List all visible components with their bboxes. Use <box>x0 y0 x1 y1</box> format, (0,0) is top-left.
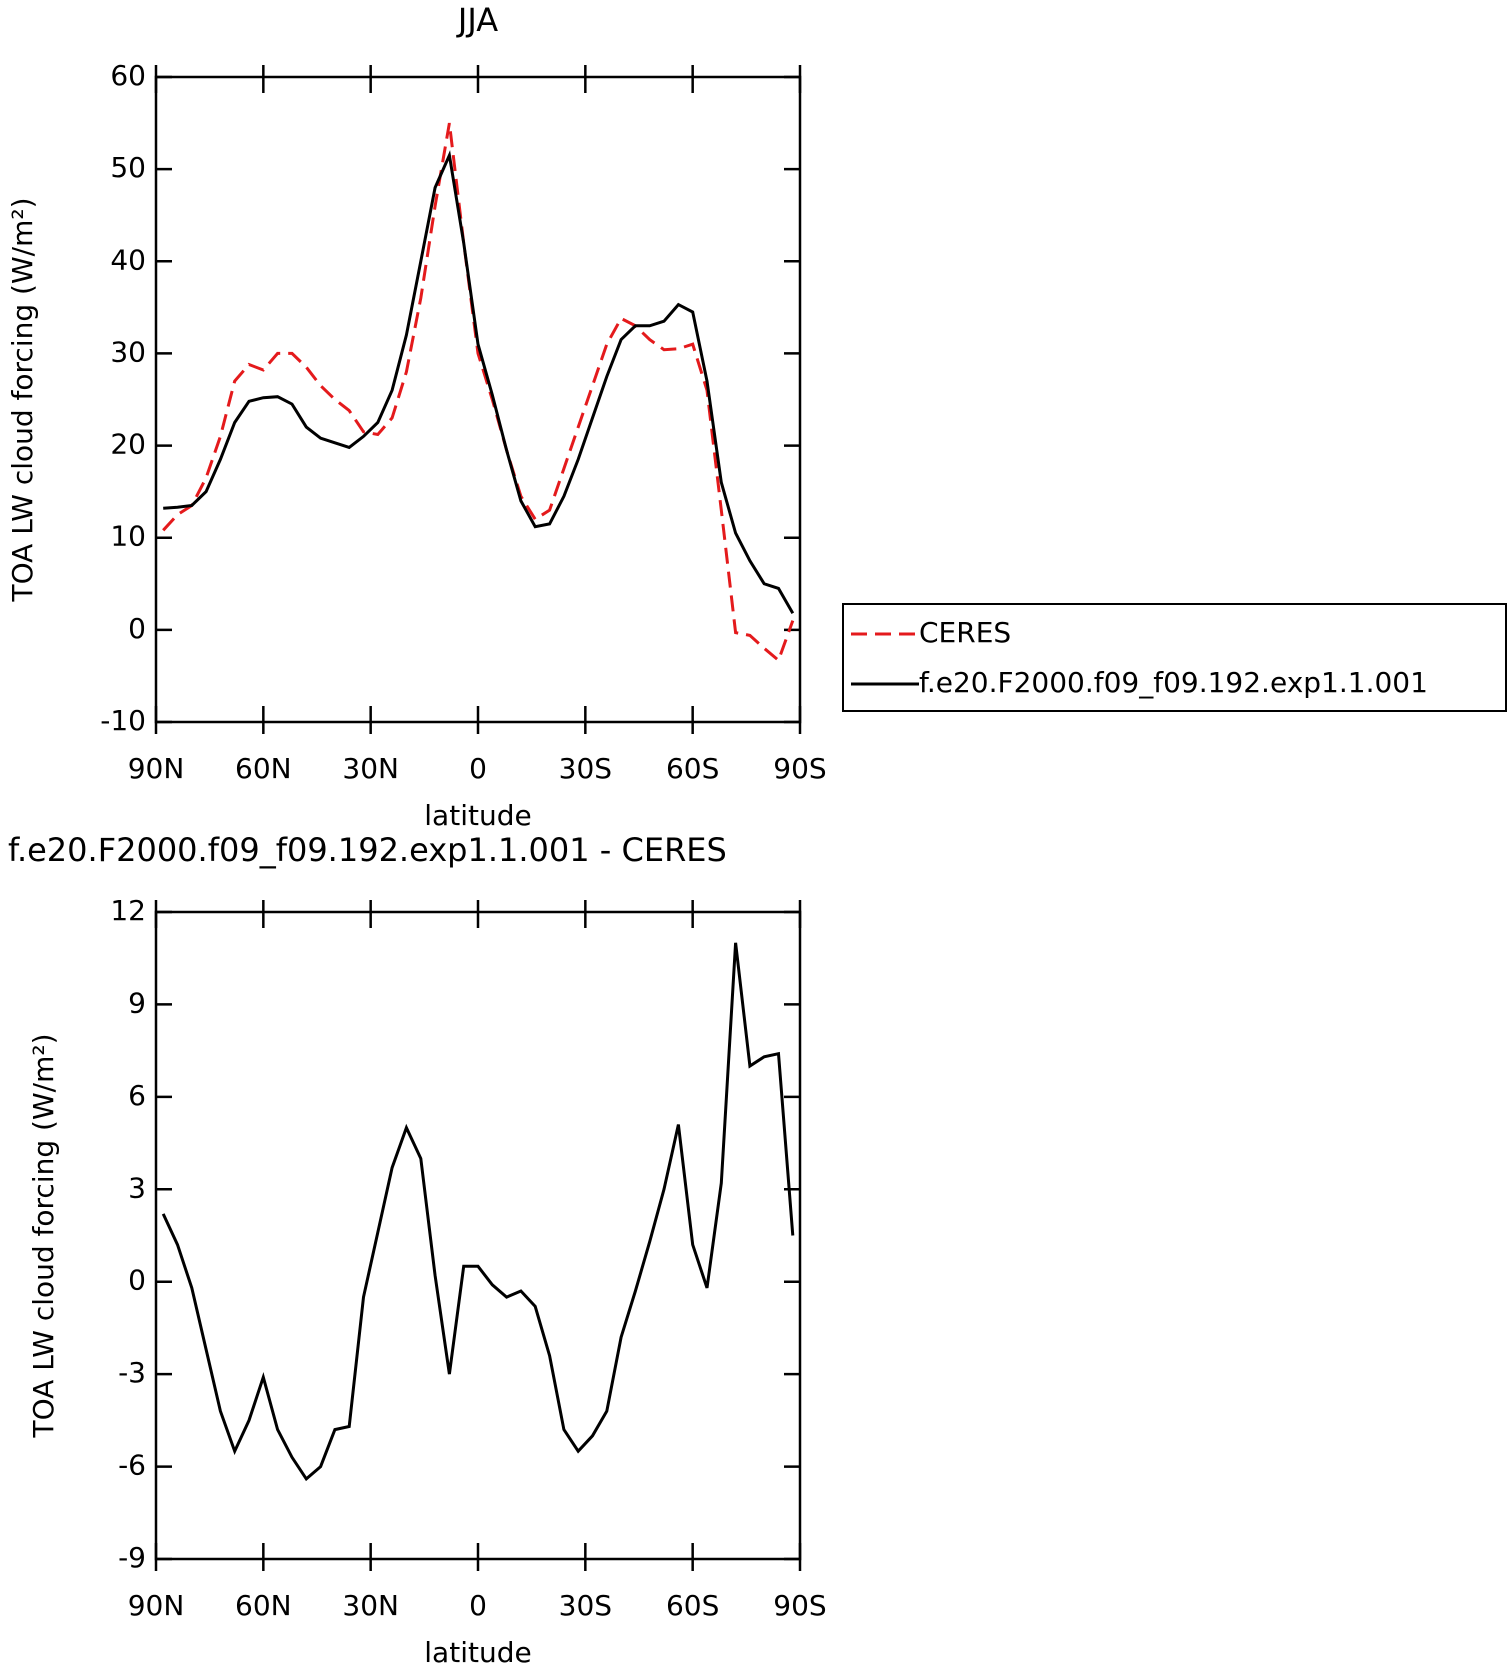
y-tick-label: -9 <box>118 1541 146 1574</box>
x-axis-label: latitude <box>424 799 531 832</box>
x-tick-label: 30N <box>342 1589 399 1622</box>
y-tick-label: 40 <box>110 243 146 276</box>
x-tick-label: 90N <box>128 1589 185 1622</box>
x-tick-label: 60N <box>235 1589 292 1622</box>
y-tick-label: -10 <box>100 704 146 737</box>
y-tick-label: 12 <box>110 894 146 927</box>
y-tick-label: 60 <box>110 59 146 92</box>
x-tick-label: 30S <box>559 1589 612 1622</box>
data-line <box>162 122 795 663</box>
y-axis-label: TOA LW cloud forcing (W/m²) <box>6 198 39 603</box>
x-tick-label: 30N <box>342 752 399 785</box>
y-axis-label: TOA LW cloud forcing (W/m²) <box>27 1034 60 1439</box>
legend-label: f.e20.F2000.f09_f09.192.exp1.1.001 <box>919 666 1428 699</box>
y-tick-label: -3 <box>118 1356 146 1389</box>
y-tick-label: 9 <box>128 986 146 1019</box>
x-tick-label: 90N <box>128 752 185 785</box>
chart-title: JJA <box>456 1 498 39</box>
x-axis-label: latitude <box>424 1636 531 1665</box>
x-tick-label: 90S <box>773 752 826 785</box>
x-tick-label: 60S <box>666 1589 719 1622</box>
data-line <box>161 942 795 1482</box>
y-tick-label: 0 <box>128 612 146 645</box>
y-tick-label: 20 <box>110 428 146 461</box>
x-tick-label: 0 <box>469 752 487 785</box>
legend-box <box>842 603 1507 712</box>
x-tick-label: 60S <box>666 752 719 785</box>
x-tick-label: 60N <box>235 752 292 785</box>
x-tick-label: 0 <box>469 1589 487 1622</box>
y-tick-label: 50 <box>110 151 146 184</box>
x-tick-label: 30S <box>559 752 612 785</box>
y-tick-label: 10 <box>110 520 146 553</box>
y-tick-label: 30 <box>110 335 146 368</box>
x-tick-label: 90S <box>773 1589 826 1622</box>
y-tick-label: -6 <box>118 1449 146 1482</box>
y-tick-label: 0 <box>128 1264 146 1297</box>
chart-title: f.e20.F2000.f09_f09.192.exp1.1.001 - CER… <box>8 831 727 869</box>
data-line <box>163 150 795 615</box>
y-tick-label: 6 <box>128 1079 146 1112</box>
plot-frame <box>154 910 802 1561</box>
legend-label: CERES <box>919 616 1011 649</box>
y-tick-label: 3 <box>128 1171 146 1204</box>
